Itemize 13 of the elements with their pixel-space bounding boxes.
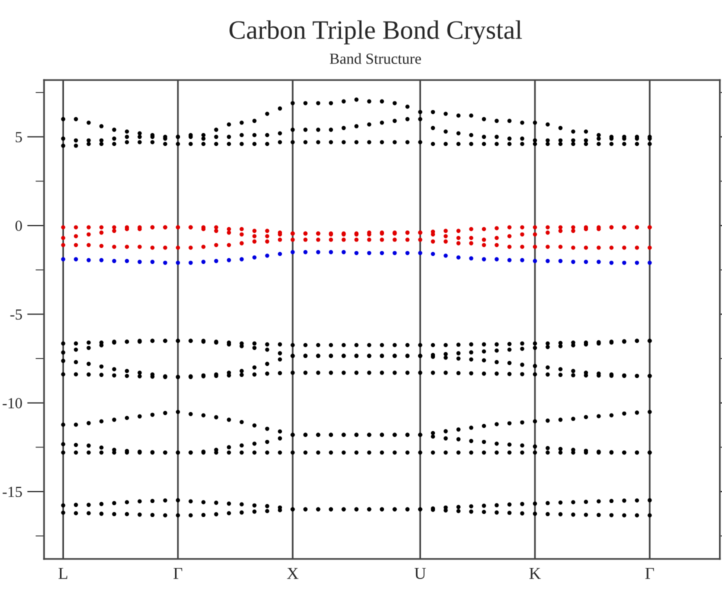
x-tick-label: L <box>58 568 68 579</box>
x-tick-label: K <box>529 568 541 579</box>
chart-subtitle: Band Structure <box>330 53 421 64</box>
chart-title: Carbon Triple Bond Crystal <box>230 20 522 44</box>
x-tick-label: Γ <box>174 568 182 579</box>
y-tick-label: -10 <box>2 398 22 408</box>
x-tick-label: X <box>287 568 298 579</box>
y-tick-label: -15 <box>2 486 22 498</box>
y-tick-label: 5 <box>16 132 22 142</box>
y-tick-label: 0 <box>15 220 22 231</box>
x-tick-label: Γ <box>645 568 654 579</box>
y-tick-label: -5 <box>10 310 22 320</box>
x-tick-label: U <box>414 568 426 580</box>
